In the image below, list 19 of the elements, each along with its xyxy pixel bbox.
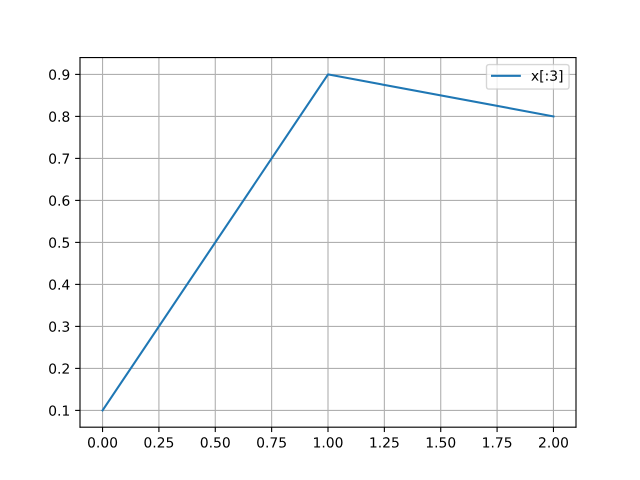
x-tick-label: 1.00 bbox=[314, 437, 343, 448]
x-tick-label: 0.00 bbox=[88, 437, 118, 448]
x-tick-label: 0.50 bbox=[200, 437, 230, 448]
y-tick-label: 0.3 bbox=[49, 321, 70, 332]
x-tick-label: 1.75 bbox=[483, 437, 512, 448]
y-tick-label: 0.2 bbox=[49, 363, 69, 374]
y-tick-label: 0.7 bbox=[49, 153, 70, 164]
y-tick-label: 0.5 bbox=[49, 237, 70, 248]
y-tick-label: 0.1 bbox=[49, 405, 69, 416]
x-tick-label: 0.75 bbox=[257, 437, 286, 448]
x-tick-label: 1.25 bbox=[370, 437, 399, 448]
legend-label: x[:3] bbox=[531, 70, 562, 82]
y-tick-label: 0.8 bbox=[49, 111, 70, 122]
y-tick-label: 0.9 bbox=[49, 69, 70, 80]
x-tick-label: 1.50 bbox=[426, 437, 456, 448]
y-tick-label: 0.4 bbox=[49, 279, 70, 290]
x-tick-label: 2.00 bbox=[539, 437, 568, 448]
y-tick-label: 0.6 bbox=[49, 195, 70, 206]
x-tick-label: 0.25 bbox=[144, 437, 174, 448]
